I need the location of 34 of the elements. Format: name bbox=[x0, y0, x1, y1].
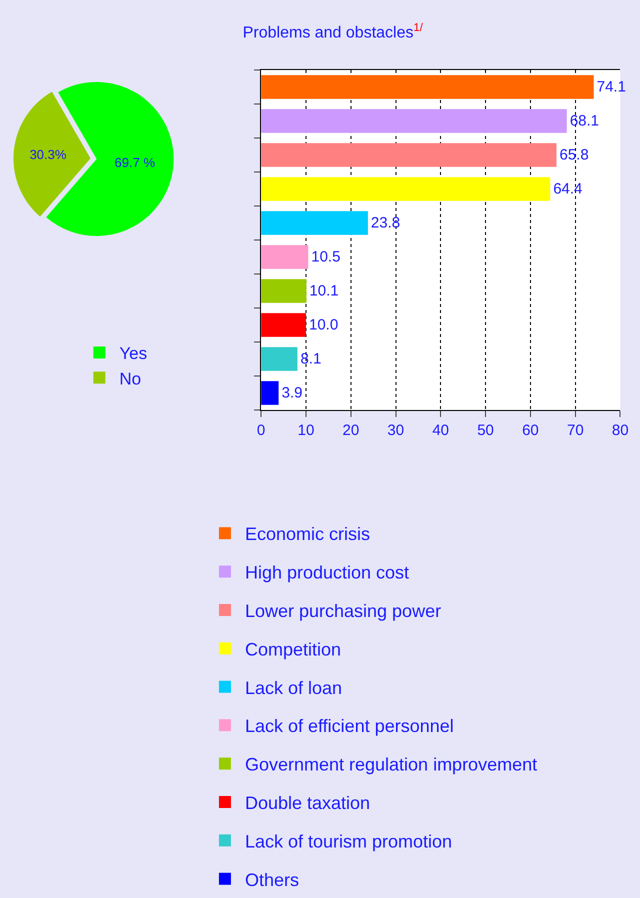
data-label: 10.1 bbox=[309, 282, 339, 300]
data-label: 30.3% bbox=[30, 146, 67, 162]
x-tick-label: 0 bbox=[256, 422, 266, 439]
legend-label: Economic crisis bbox=[244, 524, 370, 544]
data-label: 74.1 bbox=[596, 78, 626, 96]
legend-label: No bbox=[119, 369, 142, 388]
x-tick-label: 70 bbox=[566, 422, 584, 439]
legend-label: Double taxation bbox=[244, 793, 370, 814]
data-label: 23.8 bbox=[370, 214, 400, 232]
data-label: 69.7 % bbox=[114, 155, 156, 170]
legend-label: Lack of efficient personnel bbox=[244, 716, 454, 736]
legend-label: Government regulation improvement bbox=[244, 754, 538, 775]
legend-label: High production cost bbox=[244, 562, 410, 583]
data-label: 3.9 bbox=[282, 384, 302, 402]
legend-label: Lack of tourism promotion bbox=[244, 831, 452, 852]
x-tick-label: 60 bbox=[522, 422, 539, 439]
x-tick-label: 30 bbox=[387, 422, 404, 439]
x-tick-label: 80 bbox=[612, 422, 629, 439]
data-label: 68.1 bbox=[570, 112, 600, 130]
data-label: 64.4 bbox=[553, 180, 582, 198]
data-label: 10.5 bbox=[311, 248, 340, 266]
x-tick-label: 40 bbox=[432, 422, 449, 439]
x-tick-label: 20 bbox=[342, 422, 360, 439]
legend-label: Competition bbox=[244, 639, 342, 660]
legend-label: Lack of loan bbox=[244, 678, 342, 698]
legend-label: Yes bbox=[119, 344, 148, 364]
x-tick-label: 10 bbox=[298, 422, 314, 439]
data-label: 8.1 bbox=[300, 350, 322, 368]
data-label: 65.8 bbox=[559, 146, 589, 164]
legend-label: Lower purchasing power bbox=[244, 601, 442, 622]
data-label: 10.0 bbox=[308, 316, 338, 334]
x-tick-label: 50 bbox=[477, 422, 494, 439]
legend-label: Others bbox=[244, 870, 299, 890]
chart-title: Problems and obstacles$^{1/}$ bbox=[242, 22, 424, 42]
